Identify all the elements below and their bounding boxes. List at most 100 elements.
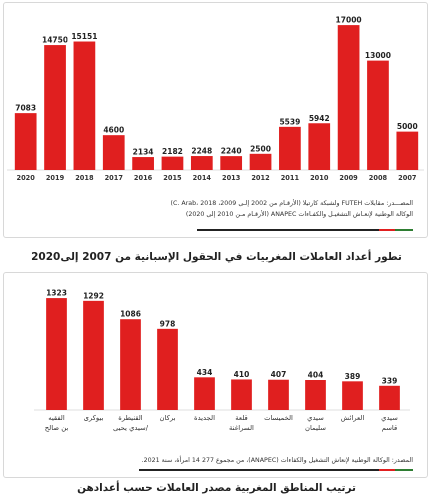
category-label: 2009 (339, 174, 358, 182)
category-label: سيدي (307, 414, 324, 422)
category-label: 2016 (134, 174, 153, 182)
accent-dark-bar (197, 229, 379, 231)
category-label: 2018 (75, 174, 94, 182)
bar (231, 373, 252, 410)
category-label: قاسم (382, 424, 398, 432)
data-label-box (193, 367, 216, 378)
data-label: 1086 (120, 310, 141, 319)
data-label-box (38, 35, 73, 46)
data-label: 404 (308, 370, 324, 379)
category-label: القنيطرة (118, 414, 142, 422)
data-label-box (128, 147, 158, 158)
data-label: 2500 (250, 144, 271, 153)
data-label-box (99, 125, 128, 136)
category-label: بركان (160, 414, 176, 422)
category-label: 2019 (46, 174, 65, 182)
data-label: 407 (271, 370, 287, 379)
data-label-box (11, 103, 40, 114)
source-line: المصـــدر: مقابلات FUTEH ولشبكة كارتيلا … (170, 200, 413, 207)
accent-dark-bar (139, 469, 379, 471)
bar (342, 375, 363, 410)
accent-green-bar (395, 229, 413, 231)
data-label: 5000 (397, 122, 418, 131)
data-label-box (341, 371, 364, 382)
bar (379, 379, 400, 410)
bar (73, 35, 96, 170)
data-label: 978 (160, 319, 176, 328)
data-label-box (360, 50, 395, 61)
category-label: 2017 (105, 174, 124, 182)
data-label: 1292 (83, 291, 104, 300)
data-label: 13000 (365, 51, 391, 60)
category-label: 2020 (16, 174, 35, 182)
data-label: 17000 (336, 16, 362, 25)
category-label: السراغنة (229, 424, 254, 432)
source-note-regions: المصدر: الوكالة الوطنية لإنعاش التشغيل و… (142, 456, 413, 467)
category-label: الخميسات (264, 414, 293, 422)
data-label: 15151 (71, 32, 97, 41)
data-label-box (275, 116, 305, 127)
bar (102, 129, 125, 170)
chart-regions-workers: 1323 الفقيه بن صالح 1292 بيوكرى 1086 القنيطرة /… (34, 288, 410, 432)
bar (14, 107, 37, 170)
data-label-box (116, 309, 145, 320)
source-line: الوكالة الوطنية لإنعـاش التشغيـل والكفـا… (185, 210, 413, 218)
bar (367, 54, 389, 170)
category-label: العرائش (341, 414, 365, 422)
data-label: 1323 (46, 289, 67, 298)
data-label: 389 (345, 372, 361, 381)
category-label: 2013 (222, 174, 241, 182)
data-label-box (246, 143, 275, 154)
data-label: 2240 (221, 147, 242, 156)
data-label-box (331, 15, 366, 26)
data-label-box (216, 146, 246, 157)
data-label-box (187, 146, 217, 157)
category-label: 2007 (398, 174, 417, 182)
chart-panel-yearly: 7083 2020 14750 2019 15151 2018 4600 2017 2134 20… (3, 2, 428, 238)
bar (396, 125, 419, 170)
category-label: الفقيه (48, 414, 65, 422)
data-label-box (67, 31, 102, 42)
category-label: 2014 (193, 174, 212, 182)
category-label: سليمان (305, 424, 326, 432)
data-label-box (304, 369, 327, 380)
data-label-box (305, 113, 334, 124)
accent-red-bar (379, 229, 395, 231)
source-line: المصدر: الوكالة الوطنية لإنعاش التشغيل و… (141, 457, 413, 464)
data-label: 5942 (309, 114, 330, 123)
bar (46, 292, 67, 410)
data-label: 14750 (42, 36, 68, 45)
accent-green-bar (395, 469, 413, 471)
category-label: بيوكرى (84, 414, 104, 422)
category-label: الجديدة (194, 414, 215, 422)
data-label: 2182 (162, 147, 183, 156)
data-label-box (158, 146, 187, 157)
bar (194, 371, 215, 410)
chart-yearly-workers: 7083 2020 14750 2019 15151 2018 4600 2017 2134 20… (7, 15, 424, 182)
category-label: قلعة (235, 414, 247, 422)
data-label-box (42, 288, 71, 299)
data-label-box (156, 318, 179, 329)
chart-panel-regions: 1323 الفقيه بن صالح 1292 بيوكرى 1086 القنيطرة /… (3, 272, 428, 478)
data-label: 339 (382, 376, 398, 385)
data-label: 2248 (191, 147, 212, 156)
bar (83, 294, 104, 410)
data-label-box (230, 369, 253, 380)
source-note-yearly: المصـــدر: مقابلات FUTEH ولشبكة كارتيلا … (171, 199, 413, 220)
bar (268, 373, 289, 410)
category-label: 2008 (369, 174, 388, 182)
data-label-box (267, 369, 290, 380)
category-label: 2012 (251, 174, 270, 182)
data-label-box (79, 290, 108, 301)
accent-red-bar (379, 469, 395, 471)
caption-yearly-chart: تطور أعداد العاملات المغربيات في الحقول … (31, 251, 402, 263)
category-label: بن صالح (45, 424, 69, 432)
category-label: 2011 (281, 174, 300, 182)
category-label: سيدي (381, 414, 398, 422)
bar (279, 120, 301, 170)
data-label: 410 (234, 370, 250, 379)
category-label: 2010 (310, 174, 329, 182)
caption-regions-chart: ترتيب المناطق المغربية مصدر العاملات حسب… (77, 482, 356, 494)
bar (305, 373, 326, 410)
data-label: 434 (197, 368, 213, 377)
